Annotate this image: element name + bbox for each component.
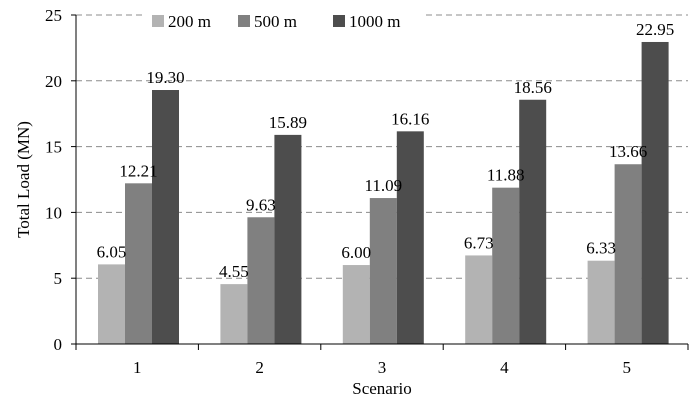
data-label: 12.21 [119,161,157,180]
data-label: 9.63 [246,195,276,214]
bar [342,265,370,344]
y-tick-label: 10 [45,203,62,222]
bars [98,41,669,345]
x-tick-label: 3 [378,358,387,377]
bar [492,187,520,344]
x-tick-label: 1 [133,358,142,377]
y-tick-label: 5 [54,269,63,288]
data-label: 16.16 [391,109,429,128]
data-label: 11.09 [364,176,402,195]
x-tick-label: 4 [500,358,509,377]
bar [465,255,493,344]
data-label: 11.88 [487,166,525,185]
bar [614,164,642,344]
legend-label: 1000 m [349,12,400,31]
data-label: 6.73 [464,233,494,252]
y-tick-label: 20 [45,72,62,91]
bar [587,260,615,344]
bar [125,183,152,344]
data-label: 4.55 [219,262,249,281]
bar [641,41,669,345]
bar [247,217,275,344]
legend-swatch [152,15,164,27]
bar [519,99,547,344]
data-label: 18.56 [514,78,552,97]
bar [369,198,397,344]
bar [220,284,248,344]
legend-swatch [333,15,345,27]
data-label: 22.95 [636,20,674,39]
legend-swatch [238,15,250,27]
bar [396,131,424,344]
legend-label: 500 m [254,12,297,31]
x-axis-ticks: 1 2 3 4 5 [75,344,689,377]
y-axis-title: Total Load (MN) [14,121,33,238]
bar [98,264,125,344]
data-label: 6.05 [97,242,127,261]
axes [75,15,688,345]
bar [152,90,179,345]
y-tick-label: 25 [45,6,62,25]
data-label: 15.89 [269,113,307,132]
legend-label: 200 m [168,12,211,31]
x-tick-label: 2 [255,358,264,377]
y-tick-label: 0 [54,335,63,354]
legend-background [144,10,426,36]
data-label: 6.00 [341,243,371,262]
x-axis-title: Scenario [352,379,411,398]
data-label: 13.66 [609,142,647,161]
x-tick-label: 5 [623,358,632,377]
bar [274,134,302,344]
y-axis-ticks: 0 5 10 15 20 25 [45,6,76,354]
legend: 200 m 500 m 1000 m [144,10,426,36]
data-labels: 6.05 12.21 19.30 4.55 9.63 15.89 6.00 11.09 16.1… [97,20,675,281]
data-label: 6.33 [586,239,616,258]
y-tick-label: 15 [45,138,62,157]
data-label: 19.30 [146,68,184,87]
